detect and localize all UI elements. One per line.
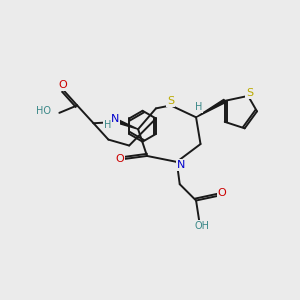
- Polygon shape: [118, 120, 138, 129]
- Text: S: S: [246, 88, 253, 98]
- Polygon shape: [196, 99, 226, 117]
- Text: N: N: [177, 160, 185, 170]
- Text: O: O: [115, 154, 124, 164]
- Text: HO: HO: [36, 106, 51, 116]
- Text: H: H: [195, 102, 202, 112]
- Text: H: H: [104, 120, 111, 130]
- Text: S: S: [167, 96, 174, 106]
- Text: OH: OH: [194, 221, 209, 231]
- Text: O: O: [218, 188, 226, 198]
- Text: N: N: [111, 114, 119, 124]
- Text: O: O: [59, 80, 68, 90]
